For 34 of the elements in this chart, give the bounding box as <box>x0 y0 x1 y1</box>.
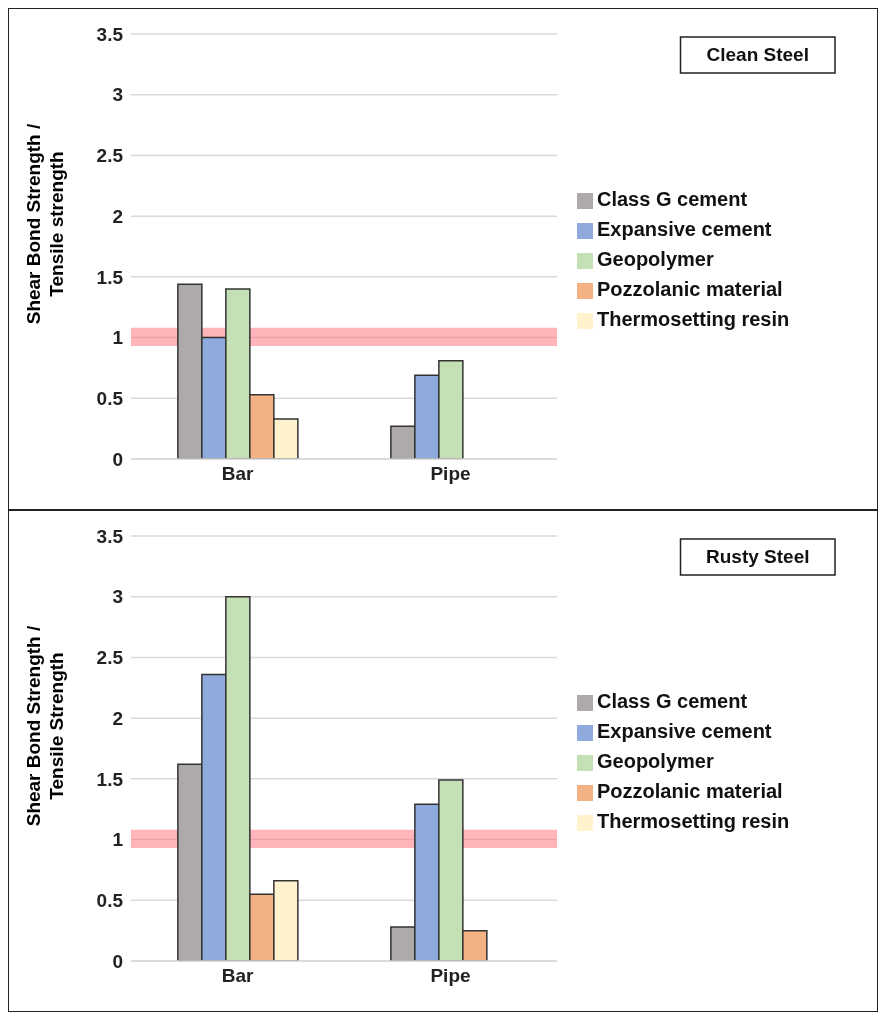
y-tick-label: 3.5 <box>96 525 124 547</box>
y-tick-label: 0 <box>112 950 123 972</box>
x-tick-label: Pipe <box>430 463 471 485</box>
legend-label: Expansive cement <box>597 218 772 240</box>
y-tick-label: 3 <box>112 586 123 608</box>
y-tick-label: 1.5 <box>96 266 124 288</box>
y-tick-label: 0.5 <box>96 890 124 912</box>
legend-label: Expansive cement <box>597 720 772 742</box>
legend-label: Class G cement <box>597 690 748 712</box>
legend-label: Thermosetting resin <box>597 810 790 832</box>
y-tick-label: 3.5 <box>96 23 124 45</box>
y-axis-title: Shear Bond Strength / Tensile strength <box>22 122 68 327</box>
text: Clean Steel <box>706 44 809 65</box>
x-tick-label: Pipe <box>430 965 471 987</box>
y-tick-label: 1 <box>112 829 124 851</box>
y-tick-label: 2.5 <box>96 145 124 167</box>
y-tick-label: 2.5 <box>96 647 124 669</box>
legend-label: Geopolymer <box>597 750 714 772</box>
y-tick-label: 2 <box>112 205 123 227</box>
legend-label: Class G cement <box>597 188 748 210</box>
x-tick-label: Bar <box>221 463 254 485</box>
x-tick-label: Bar <box>221 965 254 987</box>
y-tick-label: 0.5 <box>96 388 124 410</box>
legend-label: Geopolymer <box>597 248 714 270</box>
text: Rusty Steel <box>706 546 810 567</box>
y-tick-label: 2 <box>112 707 123 729</box>
legend-label: Pozzolanic material <box>597 278 783 300</box>
legend-label: Pozzolanic material <box>597 780 783 802</box>
y-tick-label: 3 <box>112 84 123 106</box>
y-tick-label: 0 <box>112 448 123 470</box>
y-tick-label: 1 <box>112 327 124 349</box>
legend-label: Thermosetting resin <box>597 308 790 330</box>
y-tick-label: 1.5 <box>96 768 124 790</box>
y-axis-title: Shear Bond Strength / Tensile Strength <box>22 624 68 829</box>
